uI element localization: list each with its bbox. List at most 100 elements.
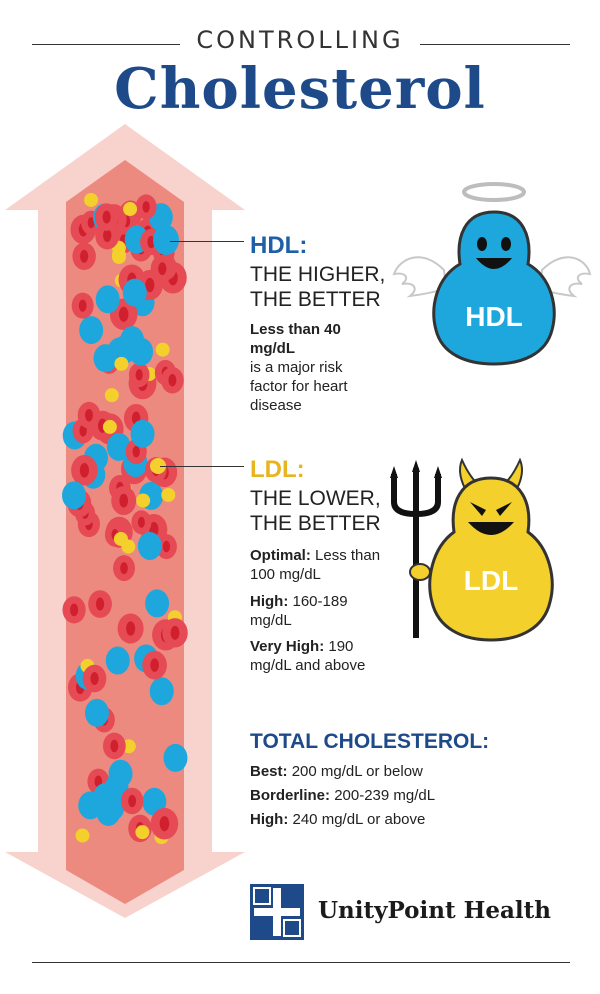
hdl-threshold: Less than 40 mg/dL — [250, 320, 380, 358]
red-blood-cell-center — [168, 374, 177, 387]
ldl-particle — [113, 531, 128, 546]
hdl-particle — [78, 791, 103, 820]
red-blood-cell-center — [78, 299, 87, 312]
total-high-label: High: — [250, 811, 289, 828]
red-blood-cell-center — [145, 277, 155, 293]
total-high-value: 240 mg/dL or above — [292, 811, 426, 828]
header-kicker: CONTROLLING — [196, 26, 404, 54]
red-blood-cell-center — [87, 217, 95, 229]
total-borderline-value: 200-239 mg/dL — [334, 787, 436, 804]
red-blood-cell-center — [137, 516, 145, 528]
hdl-particle — [84, 698, 109, 727]
ldl-particle — [84, 192, 99, 207]
hdl-particle — [62, 481, 87, 510]
ldl-optimal: Optimal: Less than 100 mg/dL — [250, 546, 390, 584]
red-blood-cell-center — [79, 462, 90, 478]
ldl-mascot-label: LDL — [464, 565, 518, 596]
red-blood-cell-center — [79, 424, 87, 437]
ldl-very-high: Very High: 190 mg/dL and above — [250, 637, 390, 675]
total-heading: TOTAL CHOLESTEROL: — [250, 730, 490, 753]
ldl-particle — [112, 247, 127, 262]
ldl-particle — [75, 828, 90, 843]
footer-rule — [32, 962, 570, 963]
ldl-connector-line — [160, 466, 244, 467]
hdl-mascot-label: HDL — [465, 301, 523, 332]
ldl-particle — [135, 825, 150, 840]
ldl-particle — [102, 419, 117, 434]
page-title: Cholesterol — [114, 56, 486, 122]
wing-left-icon — [392, 256, 448, 298]
ldl-particle — [161, 487, 176, 502]
red-blood-cell-center — [162, 540, 171, 553]
ldl-optimal-value: Less than 100 mg/dL — [250, 547, 381, 583]
red-blood-cell-center — [128, 794, 137, 808]
hdl-connector-line — [170, 241, 244, 242]
red-blood-cell-center — [159, 816, 170, 832]
red-blood-cell-center — [85, 408, 93, 422]
ldl-heading: LDL: — [250, 456, 305, 483]
red-blood-cell-center — [132, 445, 140, 458]
hdl-particle — [120, 326, 145, 355]
hdl-particle — [105, 646, 130, 675]
hdl-subheading-2: THE BETTER — [250, 288, 381, 311]
hdl-particle — [100, 792, 125, 821]
hdl-particle — [145, 589, 170, 618]
hdl-particle — [163, 743, 188, 772]
hdl-particle — [106, 432, 131, 461]
hdl-particle — [130, 419, 155, 448]
red-blood-cell-center — [95, 597, 105, 611]
cross-logo-icon — [250, 884, 304, 940]
red-blood-cell-center — [150, 658, 159, 672]
brand-name: UnityPoint Health — [318, 897, 551, 924]
header-rule-right — [420, 44, 570, 45]
hdl-callout-particle — [153, 225, 179, 255]
red-blood-cell-center — [135, 369, 143, 381]
total-borderline: Borderline: 200-239 mg/dL — [250, 786, 570, 805]
red-blood-cell-center — [120, 562, 128, 575]
hdl-particle — [137, 532, 162, 561]
red-blood-cell-center — [142, 201, 150, 213]
red-blood-cell-center — [119, 493, 129, 508]
total-best-label: Best: — [250, 763, 288, 780]
artery-illustration — [5, 124, 245, 918]
ldl-very-high-label: Very High: — [250, 638, 325, 655]
red-blood-cell-center — [90, 672, 99, 686]
ldl-optimal-label: Optimal: — [250, 547, 311, 564]
red-blood-cell-center — [126, 621, 136, 636]
hdl-description: is a major risk factor for heart disease — [250, 359, 348, 414]
hdl-particle — [93, 344, 118, 373]
red-blood-cell-center — [102, 210, 111, 224]
ldl-subheading-1: THE LOWER, — [250, 487, 381, 510]
red-blood-cell-center — [118, 306, 129, 322]
red-blood-cell-center — [170, 625, 180, 640]
ldl-particle — [123, 202, 138, 217]
ldl-subheading-2: THE BETTER — [250, 512, 381, 535]
ldl-high-value: 160-189 mg/dL — [250, 593, 348, 629]
ldl-high-label: High: — [250, 593, 289, 610]
ldl-particle — [104, 388, 119, 403]
ldl-high: High: 160-189 mg/dL — [250, 592, 380, 630]
hdl-particle — [149, 677, 174, 706]
halo-icon — [462, 182, 526, 202]
hdl-angel-mascot: HDL — [392, 182, 592, 366]
hdl-heading: HDL: — [250, 232, 308, 259]
red-blood-cell-center — [103, 228, 112, 243]
blood-cells — [62, 192, 188, 845]
hdl-subheading-1: THE HIGHER, — [250, 263, 386, 286]
red-blood-cell-center — [158, 262, 167, 276]
hdl-particle — [122, 278, 147, 307]
ldl-particle — [114, 356, 129, 371]
red-blood-cell-center — [110, 739, 119, 753]
hdl-particle — [95, 285, 120, 314]
ldl-particle — [136, 493, 151, 508]
red-blood-cell-center — [70, 603, 79, 617]
total-best: Best: 200 mg/dL or below — [250, 762, 570, 781]
total-best-value: 200 mg/dL or below — [291, 763, 423, 780]
wing-right-icon — [538, 256, 592, 298]
total-high: High: 240 mg/dL or above — [250, 810, 570, 829]
ldl-very-high-value: 190 mg/dL and above — [250, 638, 366, 674]
ldl-devil-mascot: LDL — [390, 457, 554, 642]
hdl-threshold-value: Less than 40 mg/dL — [250, 321, 341, 357]
total-borderline-label: Borderline: — [250, 787, 331, 804]
ldl-callout-particle — [150, 458, 166, 474]
